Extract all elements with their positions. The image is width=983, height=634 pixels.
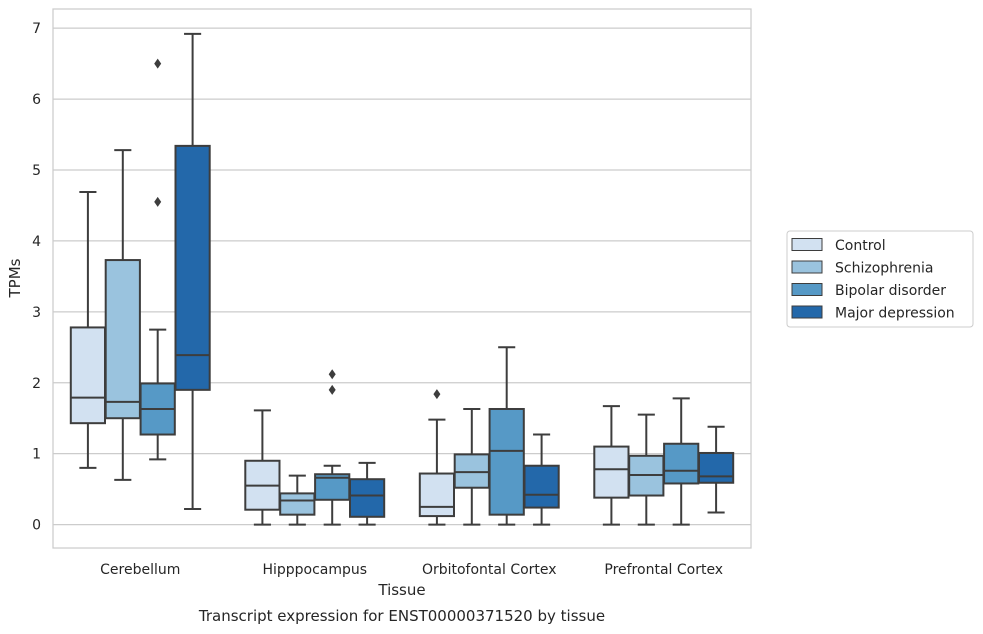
box-major-depression bbox=[523, 433, 560, 526]
legend-label: Bipolar disorder bbox=[835, 283, 946, 299]
y-tick-label: 2 bbox=[32, 376, 41, 392]
legend-swatch bbox=[791, 238, 823, 251]
y-tick-label: 7 bbox=[32, 21, 41, 37]
box-schizophrenia bbox=[279, 474, 316, 526]
x-tick-label: Orbitofontal Cortex bbox=[422, 562, 557, 578]
outlier-point bbox=[328, 369, 336, 380]
box-iqr bbox=[697, 451, 735, 484]
box-iqr bbox=[453, 453, 490, 489]
box-major-depression bbox=[348, 461, 386, 526]
x-tick-label: Cerebellum bbox=[100, 562, 180, 578]
box-schizophrenia bbox=[453, 407, 490, 526]
box-iqr bbox=[348, 478, 386, 518]
legend-label: Control bbox=[835, 238, 886, 254]
y-axis-title: TPMs bbox=[6, 258, 24, 298]
box-bipolar-disorder bbox=[139, 58, 176, 461]
box-control bbox=[418, 389, 456, 526]
box-control bbox=[69, 190, 107, 469]
outlier-point bbox=[328, 384, 336, 395]
outlier-point bbox=[154, 58, 162, 69]
y-tick-label: 0 bbox=[32, 518, 41, 534]
box-iqr bbox=[523, 464, 560, 509]
y-tick-label: 4 bbox=[32, 234, 41, 250]
box-iqr bbox=[418, 472, 456, 518]
box-schizophrenia bbox=[104, 149, 141, 481]
box-control bbox=[593, 405, 630, 526]
legend-label: Schizophrenia bbox=[835, 261, 933, 277]
legend: Control Schizophrenia Bipolar disorder Majo… bbox=[786, 230, 974, 328]
box-iqr bbox=[174, 144, 211, 391]
y-axis-ticks: 0 1 2 3 4 5 6 7 bbox=[32, 21, 41, 533]
outlier-point bbox=[154, 196, 162, 207]
y-tick-label: 5 bbox=[32, 163, 41, 179]
box-iqr bbox=[104, 259, 141, 420]
y-tick-label: 1 bbox=[32, 447, 41, 463]
chart-caption: Transcript expression for ENST0000037152… bbox=[198, 607, 605, 625]
legend-frame bbox=[786, 230, 974, 328]
box-iqr bbox=[488, 407, 525, 516]
outlier-point bbox=[433, 389, 441, 400]
legend-label: Major depression bbox=[835, 306, 955, 322]
box-major-depression bbox=[697, 425, 735, 514]
y-tick-label: 6 bbox=[32, 92, 41, 108]
box-iqr bbox=[69, 326, 107, 425]
x-axis-ticks: Cerebellum Hipppocampus Orbitofontal Corte… bbox=[100, 562, 723, 578]
x-tick-label: Prefrontal Cortex bbox=[604, 562, 723, 578]
box-iqr bbox=[279, 492, 316, 516]
box-major-depression bbox=[174, 32, 211, 510]
box-schizophrenia bbox=[628, 413, 665, 526]
legend-swatch bbox=[791, 305, 823, 319]
boxes bbox=[69, 32, 735, 526]
box-bipolar-disorder bbox=[488, 346, 525, 526]
legend-swatch bbox=[791, 283, 823, 296]
box-iqr bbox=[593, 445, 630, 499]
box-bipolar-disorder bbox=[663, 397, 700, 526]
box-bipolar-disorder bbox=[314, 369, 351, 526]
plot-area-frame bbox=[52, 8, 752, 549]
y-tick-label: 3 bbox=[32, 305, 41, 321]
box-control bbox=[244, 409, 281, 526]
x-tick-label: Hipppocampus bbox=[262, 562, 367, 578]
box-iqr bbox=[663, 442, 700, 485]
x-axis-title: Tissue bbox=[377, 581, 425, 599]
legend-swatch bbox=[791, 260, 823, 274]
